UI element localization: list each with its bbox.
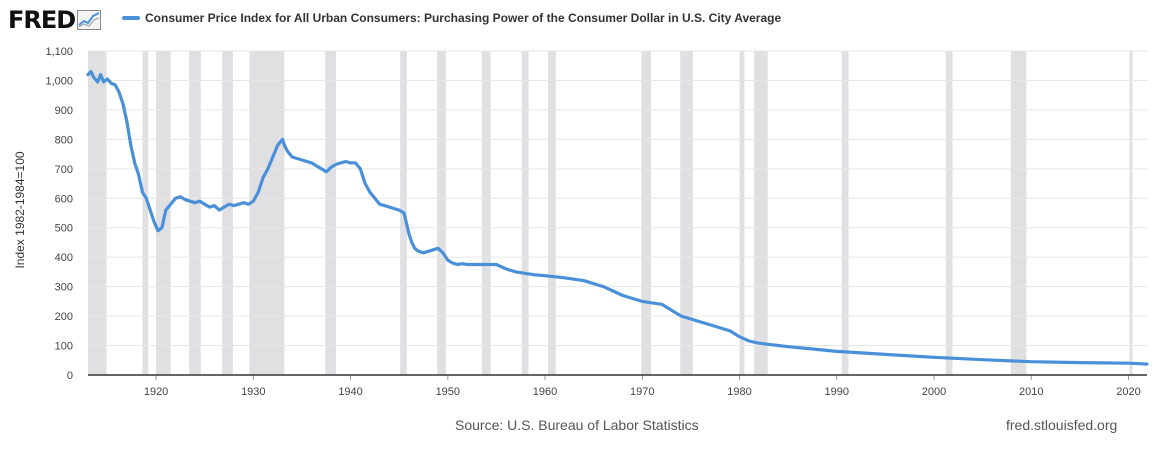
- recession-band: [189, 51, 201, 375]
- recession-band: [1129, 51, 1133, 375]
- chart-line-icon: [77, 10, 102, 30]
- recession-band: [222, 51, 233, 375]
- recession-band: [142, 51, 149, 375]
- y-tick-label: 500: [55, 223, 73, 235]
- fred-logo[interactable]: FRED: [8, 6, 102, 34]
- x-tick-label: 1940: [338, 386, 362, 398]
- y-tick-label: 600: [55, 193, 73, 205]
- axes: 0 100 200 300 400 500 600 700 800 900 1,000 1,100 19…: [45, 46, 1147, 398]
- recession-band: [841, 51, 849, 375]
- recession-band: [739, 51, 745, 375]
- y-tick-label: 1,000: [45, 75, 73, 87]
- x-tick-label: 1930: [241, 386, 265, 398]
- recession-band: [249, 51, 285, 375]
- y-tick-label: 800: [55, 134, 73, 146]
- x-tick-label: 1990: [825, 386, 849, 398]
- legend-label: Consumer Price Index for All Urban Consu…: [145, 11, 782, 25]
- y-tick-label: 0: [67, 370, 73, 382]
- y-axis-title: Index 1982-1984=100: [13, 151, 27, 268]
- y-tick-label: 100: [55, 341, 73, 353]
- site-link[interactable]: fred.stlouisfed.org: [1006, 417, 1118, 433]
- recession-band: [88, 51, 107, 375]
- legend-swatch: [122, 16, 140, 20]
- y-tick-label: 400: [55, 252, 73, 264]
- recession-bands: [88, 51, 1133, 375]
- y-tick-label: 700: [55, 164, 73, 176]
- grid-lines: [88, 50, 1147, 347]
- x-tick-label: 1970: [630, 386, 654, 398]
- y-tick-label: 900: [55, 105, 73, 117]
- recession-band: [481, 51, 491, 375]
- x-tick-label: 1950: [436, 386, 460, 398]
- source-note: Source: U.S. Bureau of Labor Statistics: [455, 417, 699, 433]
- x-tick-label: 1980: [727, 386, 751, 398]
- y-tick-label: 300: [55, 282, 73, 294]
- series-line: [86, 69, 1149, 366]
- y-tick-label: 1,100: [45, 46, 73, 58]
- x-tick-label: 1960: [533, 386, 557, 398]
- recession-band: [641, 51, 652, 375]
- recession-band: [325, 51, 336, 375]
- x-tick-label: 2020: [1116, 386, 1140, 398]
- y-tick-label: 200: [55, 311, 73, 323]
- x-tick-label: 2000: [922, 386, 946, 398]
- recession-band: [156, 51, 171, 375]
- recession-band: [1010, 51, 1027, 375]
- recession-band: [680, 51, 693, 375]
- recession-band: [521, 51, 529, 375]
- chart-legend[interactable]: Consumer Price Index for All Urban Consu…: [122, 11, 781, 25]
- x-tick-label: 2010: [1019, 386, 1043, 398]
- series-layer: [86, 69, 1149, 366]
- logo-text: FRED: [8, 6, 76, 34]
- recession-band: [754, 51, 768, 375]
- recession-band: [547, 51, 556, 375]
- recession-band: [437, 51, 446, 375]
- x-tick-label: 1920: [144, 386, 168, 398]
- recession-band: [945, 51, 953, 375]
